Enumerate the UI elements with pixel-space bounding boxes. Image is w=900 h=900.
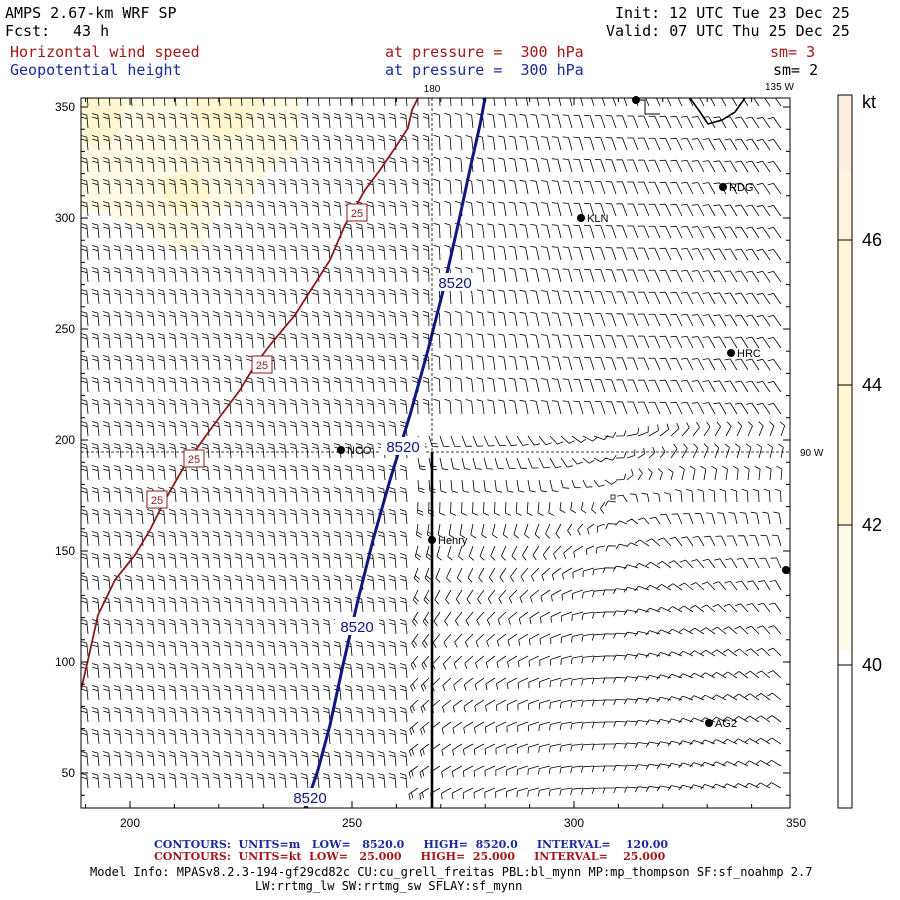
y-tick-label: 300	[55, 211, 75, 225]
contour-label-box	[183, 449, 205, 468]
y-tick-label: 250	[55, 322, 75, 336]
map-frame	[80, 97, 791, 809]
station-box-outline	[636, 99, 660, 115]
low-center-marker	[610, 494, 616, 500]
colorbar-segment	[838, 385, 852, 525]
map-labels: 2002503003504004505010015020025030035018…	[55, 82, 824, 830]
field2-level: at pressure = 300 hPa	[385, 61, 584, 79]
colorbar-segment	[838, 525, 852, 650]
station-label: HRC	[737, 348, 761, 360]
meridian-label-135w: 135 W	[765, 82, 794, 93]
footer-model-info: Model Info: MPASv8.2.3-194-gf29cd82c CU:…	[90, 865, 813, 879]
field2-title: Geopotential height	[10, 61, 182, 79]
colorbar-segment	[838, 650, 852, 808]
forecast-label: Fcst:	[5, 22, 51, 40]
height-contour-label: 8520	[340, 619, 373, 636]
contour-label-box	[251, 355, 273, 374]
height-contour-label: 8520	[438, 275, 471, 292]
contour-label-box	[146, 490, 168, 509]
y-tick-label: 200	[55, 433, 75, 447]
model-title: AMPS 2.67-km WRF SP	[5, 4, 177, 22]
colorbar-label: 46	[862, 230, 882, 250]
station-marker	[337, 446, 345, 454]
colorbar-frame	[837, 94, 853, 809]
colorbar-segment	[838, 240, 852, 385]
meridian-label-90w: 90 W	[800, 448, 824, 459]
station-label: Henry	[438, 535, 468, 547]
speed-contour-label: 25	[151, 495, 163, 507]
colorbar-unit: kt	[862, 92, 876, 112]
colorbar-segment	[838, 95, 852, 170]
colorbar-label: 40	[862, 655, 882, 675]
height-contour-label: 8520	[293, 790, 326, 807]
field1-title: Horizontal wind speed	[10, 43, 200, 61]
speed-contour-label: 25	[256, 360, 268, 372]
contour-label-bg	[288, 788, 332, 806]
station-marker	[705, 719, 713, 727]
footer-speed-contours: CONTOURS: UNITS=kt LOW= 25.000 HIGH= 25.…	[154, 850, 666, 863]
wind-barb-field	[81, 98, 786, 801]
field1-level: at pressure = 300 hPa	[385, 43, 584, 61]
x-tick-label: 200	[120, 816, 140, 830]
contour-label-bg	[381, 437, 425, 455]
height-contour-label: 8520	[386, 439, 419, 456]
meridian-label-180: 180	[424, 84, 441, 95]
contour-label-bg	[335, 617, 379, 635]
init-time: Init: 12 UTC Tue 23 Dec 25	[615, 4, 850, 22]
forecast-hours: 43 h	[73, 22, 110, 40]
footer-model-info-2: LW:rrtmg_lw SW:rrtmg_sw SFLAY:sf_mynn	[255, 879, 523, 893]
y-tick-label: 350	[55, 100, 75, 114]
station-label: NCO	[347, 445, 372, 457]
y-tick-label: 100	[55, 655, 75, 669]
station-marker	[577, 214, 585, 222]
station-label: KLN	[587, 213, 608, 225]
footer-height-contours: CONTOURS: UNITS=m LOW= 8520.0 HIGH= 8520…	[154, 838, 668, 851]
y-tick-label: 150	[55, 544, 75, 558]
station-label: AG2	[715, 718, 737, 730]
contour-label-box	[346, 203, 368, 222]
station-label: RDG	[729, 182, 753, 194]
x-tick-label: 300	[564, 816, 584, 830]
colorbar-segment	[838, 170, 852, 240]
map-area	[81, 98, 790, 808]
x-tick-label: 350	[786, 816, 806, 830]
colorbar: 46 44 42 40 kt	[837, 92, 882, 809]
y-tick-label: 50	[62, 766, 76, 780]
station-marker	[632, 96, 640, 104]
valid-time: Valid: 07 UTC Thu 25 Dec 25	[606, 22, 850, 40]
contour-label-bg	[433, 273, 477, 291]
station-marker	[719, 183, 727, 191]
station-marker	[782, 566, 790, 574]
speed-contour-label: 25	[351, 208, 363, 220]
x-tick-label: 250	[342, 816, 362, 830]
colorbar-label: 44	[862, 375, 882, 395]
field2-smoothing: sm= 2	[773, 61, 819, 79]
colorbar-label: 42	[862, 515, 882, 535]
speed-contour-label: 25	[188, 454, 200, 466]
station-marker	[727, 349, 735, 357]
field1-smoothing: sm= 3	[770, 43, 816, 61]
coastline	[689, 98, 746, 125]
wind-barbs	[81, 98, 786, 801]
station-marker	[428, 536, 436, 544]
